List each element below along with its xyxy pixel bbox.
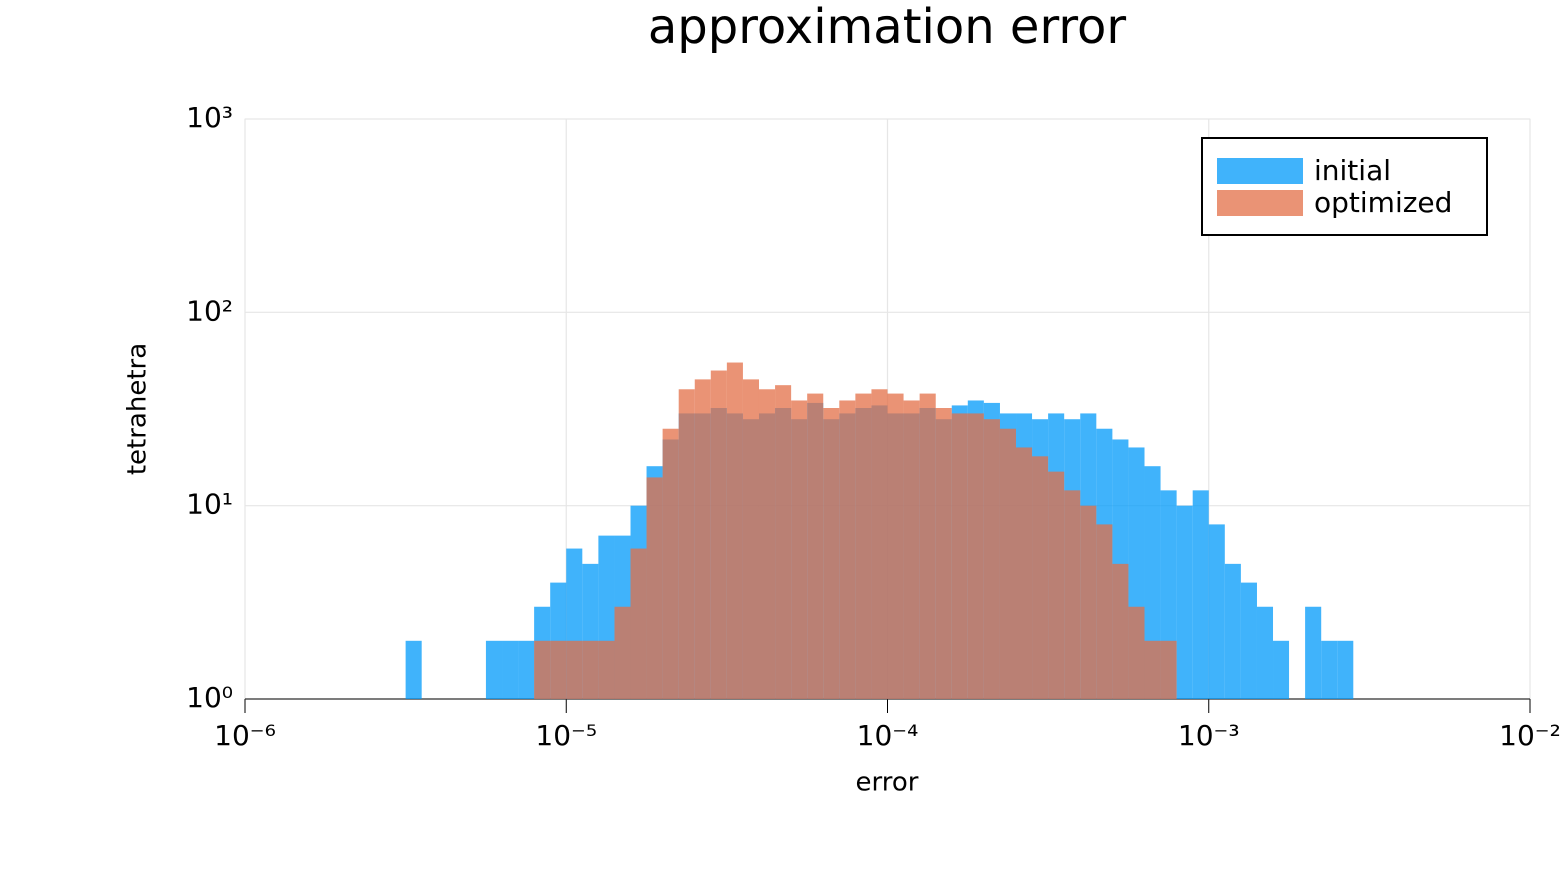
- bar: [566, 640, 583, 699]
- y-tick-label: 10³: [186, 101, 233, 134]
- bar: [1273, 640, 1290, 699]
- bar: [823, 408, 840, 699]
- bar: [502, 640, 519, 699]
- legend-box: [1201, 137, 1488, 236]
- x-axis-label: error: [856, 768, 919, 798]
- bar: [742, 379, 759, 699]
- bar: [887, 393, 904, 699]
- x-tick-label: 10⁻⁵: [535, 719, 597, 752]
- bar: [1321, 640, 1338, 699]
- bar: [855, 393, 872, 699]
- bar: [983, 419, 1000, 699]
- bar: [1192, 490, 1209, 699]
- x-tick-label: 10⁻³: [1178, 719, 1240, 752]
- bar: [485, 640, 503, 699]
- bar: [758, 389, 776, 699]
- y-tick-label: 10²: [186, 294, 233, 327]
- bar: [405, 640, 422, 699]
- legend-swatch: [1217, 190, 1303, 216]
- y-axis-label: tetrahetra: [123, 343, 153, 475]
- bar: [614, 606, 631, 699]
- bar: [1048, 471, 1065, 699]
- bar: [839, 400, 856, 699]
- bar: [1144, 640, 1161, 699]
- bar: [935, 408, 952, 699]
- bar: [694, 379, 711, 699]
- chart-title: approximation error: [648, 0, 1127, 55]
- bar: [598, 640, 615, 699]
- bar: [1112, 563, 1129, 699]
- bar: [1016, 447, 1033, 699]
- bar: [1224, 563, 1241, 699]
- bar: [726, 362, 743, 699]
- bar: [1337, 640, 1354, 699]
- bar: [582, 640, 599, 699]
- x-tick-label: 10⁻²: [1499, 719, 1560, 752]
- bar: [1160, 640, 1177, 699]
- legend-label: initial: [1314, 154, 1391, 187]
- bar: [951, 413, 968, 699]
- bar: [1096, 524, 1113, 699]
- bar: [1240, 582, 1257, 699]
- bar: [534, 640, 551, 699]
- bar: [1080, 505, 1097, 699]
- bar: [1032, 456, 1049, 699]
- bar: [999, 428, 1017, 699]
- bar: [775, 385, 792, 699]
- bar: [1305, 606, 1322, 699]
- bar: [710, 370, 727, 699]
- legend-swatch: [1217, 158, 1303, 184]
- bar: [919, 393, 936, 699]
- bar: [903, 400, 920, 699]
- bar: [646, 477, 663, 699]
- bar: [630, 548, 647, 699]
- legend-label: optimized: [1314, 186, 1452, 219]
- y-tick-label: 10¹: [186, 488, 233, 521]
- x-tick-label: 10⁻⁴: [857, 719, 919, 752]
- bar: [1256, 606, 1274, 699]
- bar: [662, 428, 679, 699]
- bar: [1128, 606, 1145, 699]
- bar: [871, 389, 888, 699]
- x-tick-label: 10⁻⁶: [214, 719, 276, 752]
- bar: [967, 413, 984, 699]
- bar: [550, 640, 567, 699]
- bar: [1176, 505, 1193, 699]
- bar: [807, 393, 824, 699]
- bar: [678, 389, 695, 699]
- bar: [1208, 524, 1225, 699]
- bar: [518, 640, 535, 699]
- y-tick-label: 10⁰: [186, 681, 233, 714]
- bar: [1064, 490, 1081, 699]
- bar: [791, 400, 808, 699]
